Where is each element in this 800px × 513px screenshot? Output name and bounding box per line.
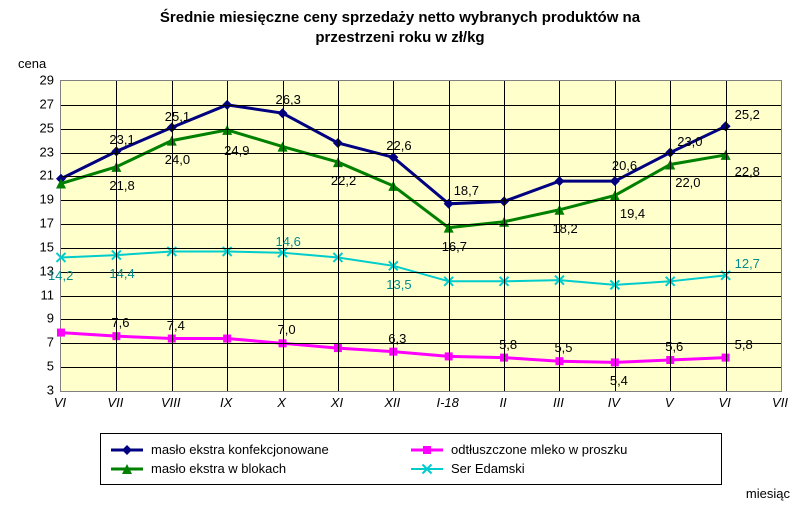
data-label: 18,2 (552, 221, 577, 236)
data-label: 21,8 (109, 178, 134, 193)
y-tick-label: 21 (22, 168, 54, 183)
grid-line-h (61, 248, 781, 249)
y-tick-label: 23 (22, 144, 54, 159)
legend-item: Ser Edamski (411, 459, 711, 478)
x-tick-label: V (665, 395, 674, 410)
x-tick-label: II (499, 395, 506, 410)
data-label: 18,7 (454, 183, 479, 198)
data-label: 7,4 (167, 318, 185, 333)
data-label: 20,6 (612, 158, 637, 173)
grid-line-v (116, 81, 117, 391)
x-tick-label: XI (331, 395, 343, 410)
x-tick-label: XII (384, 395, 400, 410)
legend-item: odtłuszczone mleko w proszku (411, 440, 711, 459)
legend-label: masło ekstra w blokach (151, 461, 286, 476)
y-tick-label: 29 (22, 73, 54, 88)
data-label: 13,5 (386, 277, 411, 292)
y-tick-label: 9 (22, 311, 54, 326)
legend-item: masło ekstra w blokach (111, 459, 411, 478)
data-label: 25,1 (165, 109, 190, 124)
data-label: 6,3 (388, 331, 406, 346)
y-tick-label: 15 (22, 239, 54, 254)
x-tick-label: VI (54, 395, 66, 410)
x-tick-label: X (277, 395, 286, 410)
legend-swatch (411, 443, 443, 457)
x-axis-label: miesiąc (746, 486, 790, 501)
y-tick-label: 19 (22, 192, 54, 207)
y-tick-label: 3 (22, 383, 54, 398)
data-label: 22,0 (675, 175, 700, 190)
grid-line-h (61, 296, 781, 297)
x-tick-label: VII (107, 395, 123, 410)
grid-line-h (61, 129, 781, 130)
x-tick-label: IX (220, 395, 232, 410)
data-label: 7,6 (111, 315, 129, 330)
data-label: 22,6 (386, 138, 411, 153)
y-tick-label: 5 (22, 359, 54, 374)
data-label: 5,4 (610, 373, 628, 388)
data-label: 5,5 (554, 340, 572, 355)
data-label: 24,0 (165, 152, 190, 167)
grid-line-h (61, 200, 781, 201)
y-tick-label: 25 (22, 120, 54, 135)
x-tick-label: I-18 (436, 395, 458, 410)
data-label: 22,8 (735, 164, 760, 179)
x-tick-label: VIII (161, 395, 181, 410)
legend-swatch (411, 462, 443, 476)
y-tick-label: 11 (22, 287, 54, 302)
x-tick-label: IV (608, 395, 620, 410)
grid-line-h (61, 272, 781, 273)
data-label: 5,6 (665, 339, 683, 354)
grid-line-v (172, 81, 173, 391)
legend-swatch (111, 443, 143, 457)
series-marker (57, 329, 65, 337)
legend-label: Ser Edamski (451, 461, 525, 476)
data-label: 14,6 (276, 234, 301, 249)
grid-line-h (61, 105, 781, 106)
legend-label: odtłuszczone mleko w proszku (451, 442, 627, 457)
grid-line-h (61, 176, 781, 177)
data-label: 24,9 (224, 143, 249, 158)
x-tick-label: VI (718, 395, 730, 410)
x-tick-label: VII (772, 395, 788, 410)
legend: masło ekstra konfekcjonowane odtłuszczone… (100, 433, 722, 485)
chart-title: Średnie miesięczne ceny sprzedaży netto … (0, 8, 800, 47)
data-label: 14,2 (48, 268, 73, 283)
legend-item: masło ekstra konfekcjonowane (111, 440, 411, 459)
grid-line-v (227, 81, 228, 391)
y-tick-label: 17 (22, 216, 54, 231)
grid-line-v (449, 81, 450, 391)
data-label: 22,2 (331, 173, 356, 188)
grid-line-v (338, 81, 339, 391)
data-label: 5,8 (499, 337, 517, 352)
data-label: 12,7 (735, 256, 760, 271)
legend-swatch (111, 462, 143, 476)
y-tick-label: 27 (22, 96, 54, 111)
data-label: 25,2 (735, 107, 760, 122)
data-label: 23,0 (677, 134, 702, 149)
y-tick-label: 7 (22, 335, 54, 350)
data-label: 7,0 (278, 322, 296, 337)
data-label: 19,4 (620, 206, 645, 221)
data-label: 26,3 (276, 92, 301, 107)
data-label: 5,8 (735, 337, 753, 352)
grid-line-v (726, 81, 727, 391)
grid-line-v (615, 81, 616, 391)
data-label: 16,7 (442, 239, 467, 254)
legend-label: masło ekstra konfekcjonowane (151, 442, 329, 457)
chart-container: Średnie miesięczne ceny sprzedaży netto … (0, 0, 800, 513)
y-axis-label: cena (18, 56, 46, 71)
grid-line-h (61, 367, 781, 368)
x-tick-label: III (553, 395, 564, 410)
data-label: 14,4 (109, 266, 134, 281)
grid-line-h (61, 224, 781, 225)
data-label: 23,1 (109, 132, 134, 147)
